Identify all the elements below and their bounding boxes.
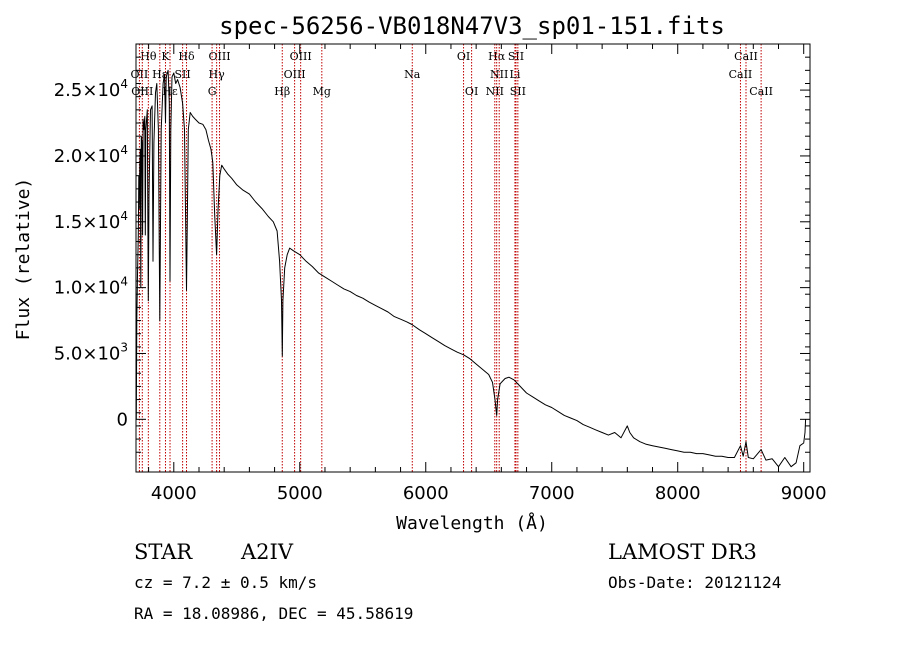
line-label-9: OII [131,68,149,81]
x-tick-label-5: 9000 [781,483,827,504]
x-tick-label-0: 4000 [151,483,197,504]
line-label-14: Na [404,68,421,81]
line-label-7: SII [508,50,524,63]
coordinates: RA = 18.08986, DEC = 45.58619 [134,604,414,623]
line-label-17: CaII [729,68,753,81]
chart-title: spec-56256-VB018N47V3_sp01-151.fits [219,12,725,40]
y-tick-label-0: 0 [117,409,128,430]
y-tick-label-2: 1.0×104 [54,275,128,299]
line-label-20: G [208,85,217,98]
y-tick-label-4: 2.0×104 [54,143,128,167]
line-label-15: NII [490,68,508,81]
observation-date: Obs-Date: 20121124 [608,573,782,592]
line-label-24: NII [486,85,504,98]
y-tick-label-1: 5.0×103 [54,340,128,364]
line-label-25: SII [510,85,526,98]
plot-frame [135,43,811,473]
line-label-16: Li [510,68,521,81]
line-label-6: Hα [488,50,506,63]
y-tick-label-3: 1.5×104 [54,209,128,233]
line-label-10: Hε [152,68,168,81]
y-tick-label-5: 2.5×104 [54,77,128,101]
line-label-8: CaII [734,50,758,63]
line-label-12: Hγ [209,68,226,81]
line-label-21: Hβ [274,85,290,98]
spectral-subclass: A2IV [241,540,293,564]
object-type: STAR [134,540,193,564]
x-tick-label-4: 8000 [655,483,701,504]
line-label-3: OIII [208,50,230,63]
x-tick-label-3: 7000 [529,483,575,504]
plot-area [135,69,807,468]
line-label-26: CaII [749,85,773,98]
y-axis-label: Flux (relative) [13,178,34,341]
line-label-0: Hθ [140,50,157,63]
line-label-13: OIII [284,68,306,81]
line-label-4: OIII [290,50,312,63]
line-label-5: OI [457,50,470,63]
x-tick-label-1: 5000 [277,483,323,504]
line-label-23: OI [465,85,478,98]
line-label-2: Hδ [178,50,195,63]
line-label-1: K [161,50,170,63]
line-label-22: Mg [313,85,331,98]
x-tick-label-2: 6000 [403,483,449,504]
x-axis-label: Wavelength (Å) [396,512,548,534]
survey-name: LAMOST DR3 [608,540,757,564]
line-label-11: SII [174,68,190,81]
line-label-18: OIII [131,85,153,98]
axes: 4000 5000 6000 7000 8000 9000 0 5.0×103 1.0×104 1… [54,43,827,504]
series-flux [135,69,807,468]
redshift-velocity: cz = 7.2 ± 0.5 km/s [134,573,318,592]
